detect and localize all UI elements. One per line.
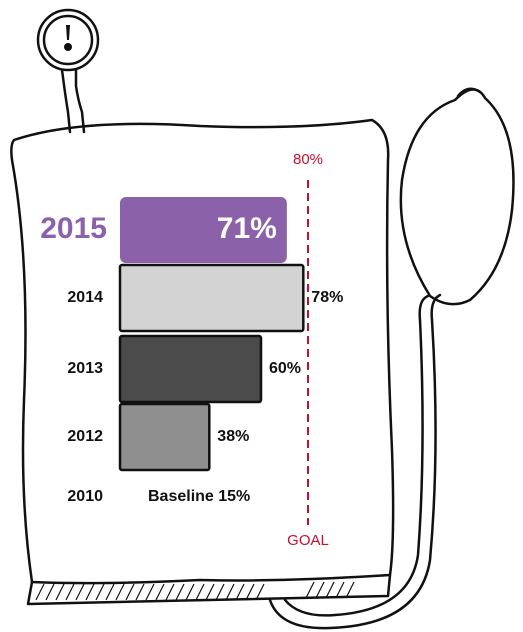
gauge-needle <box>66 25 70 40</box>
value-label: 71% <box>217 212 277 245</box>
category-label: 2015 <box>40 212 107 245</box>
value-label: 78% <box>311 289 343 306</box>
category-label: 2012 <box>67 428 103 445</box>
category-label: 2013 <box>67 360 103 377</box>
category-label: 2014 <box>67 289 103 306</box>
bar <box>120 336 261 402</box>
bar <box>120 265 303 331</box>
bar <box>120 404 209 470</box>
bulb <box>401 89 514 304</box>
goal-label: GOAL <box>287 532 329 549</box>
gauge-stem <box>62 70 84 132</box>
strip-hatching <box>36 582 354 600</box>
goal-value-label: 80% <box>293 151 323 168</box>
gauge-pin <box>64 43 72 51</box>
infographic: 80% GOAL 2015 71% 2014 78% 2013 60% 2012 38% 2010 B… <box>0 0 523 632</box>
category-label: 2010 <box>67 488 103 505</box>
baseline-label: Baseline 15% <box>148 488 250 505</box>
value-label: 38% <box>217 428 249 445</box>
value-label: 60% <box>269 360 301 377</box>
